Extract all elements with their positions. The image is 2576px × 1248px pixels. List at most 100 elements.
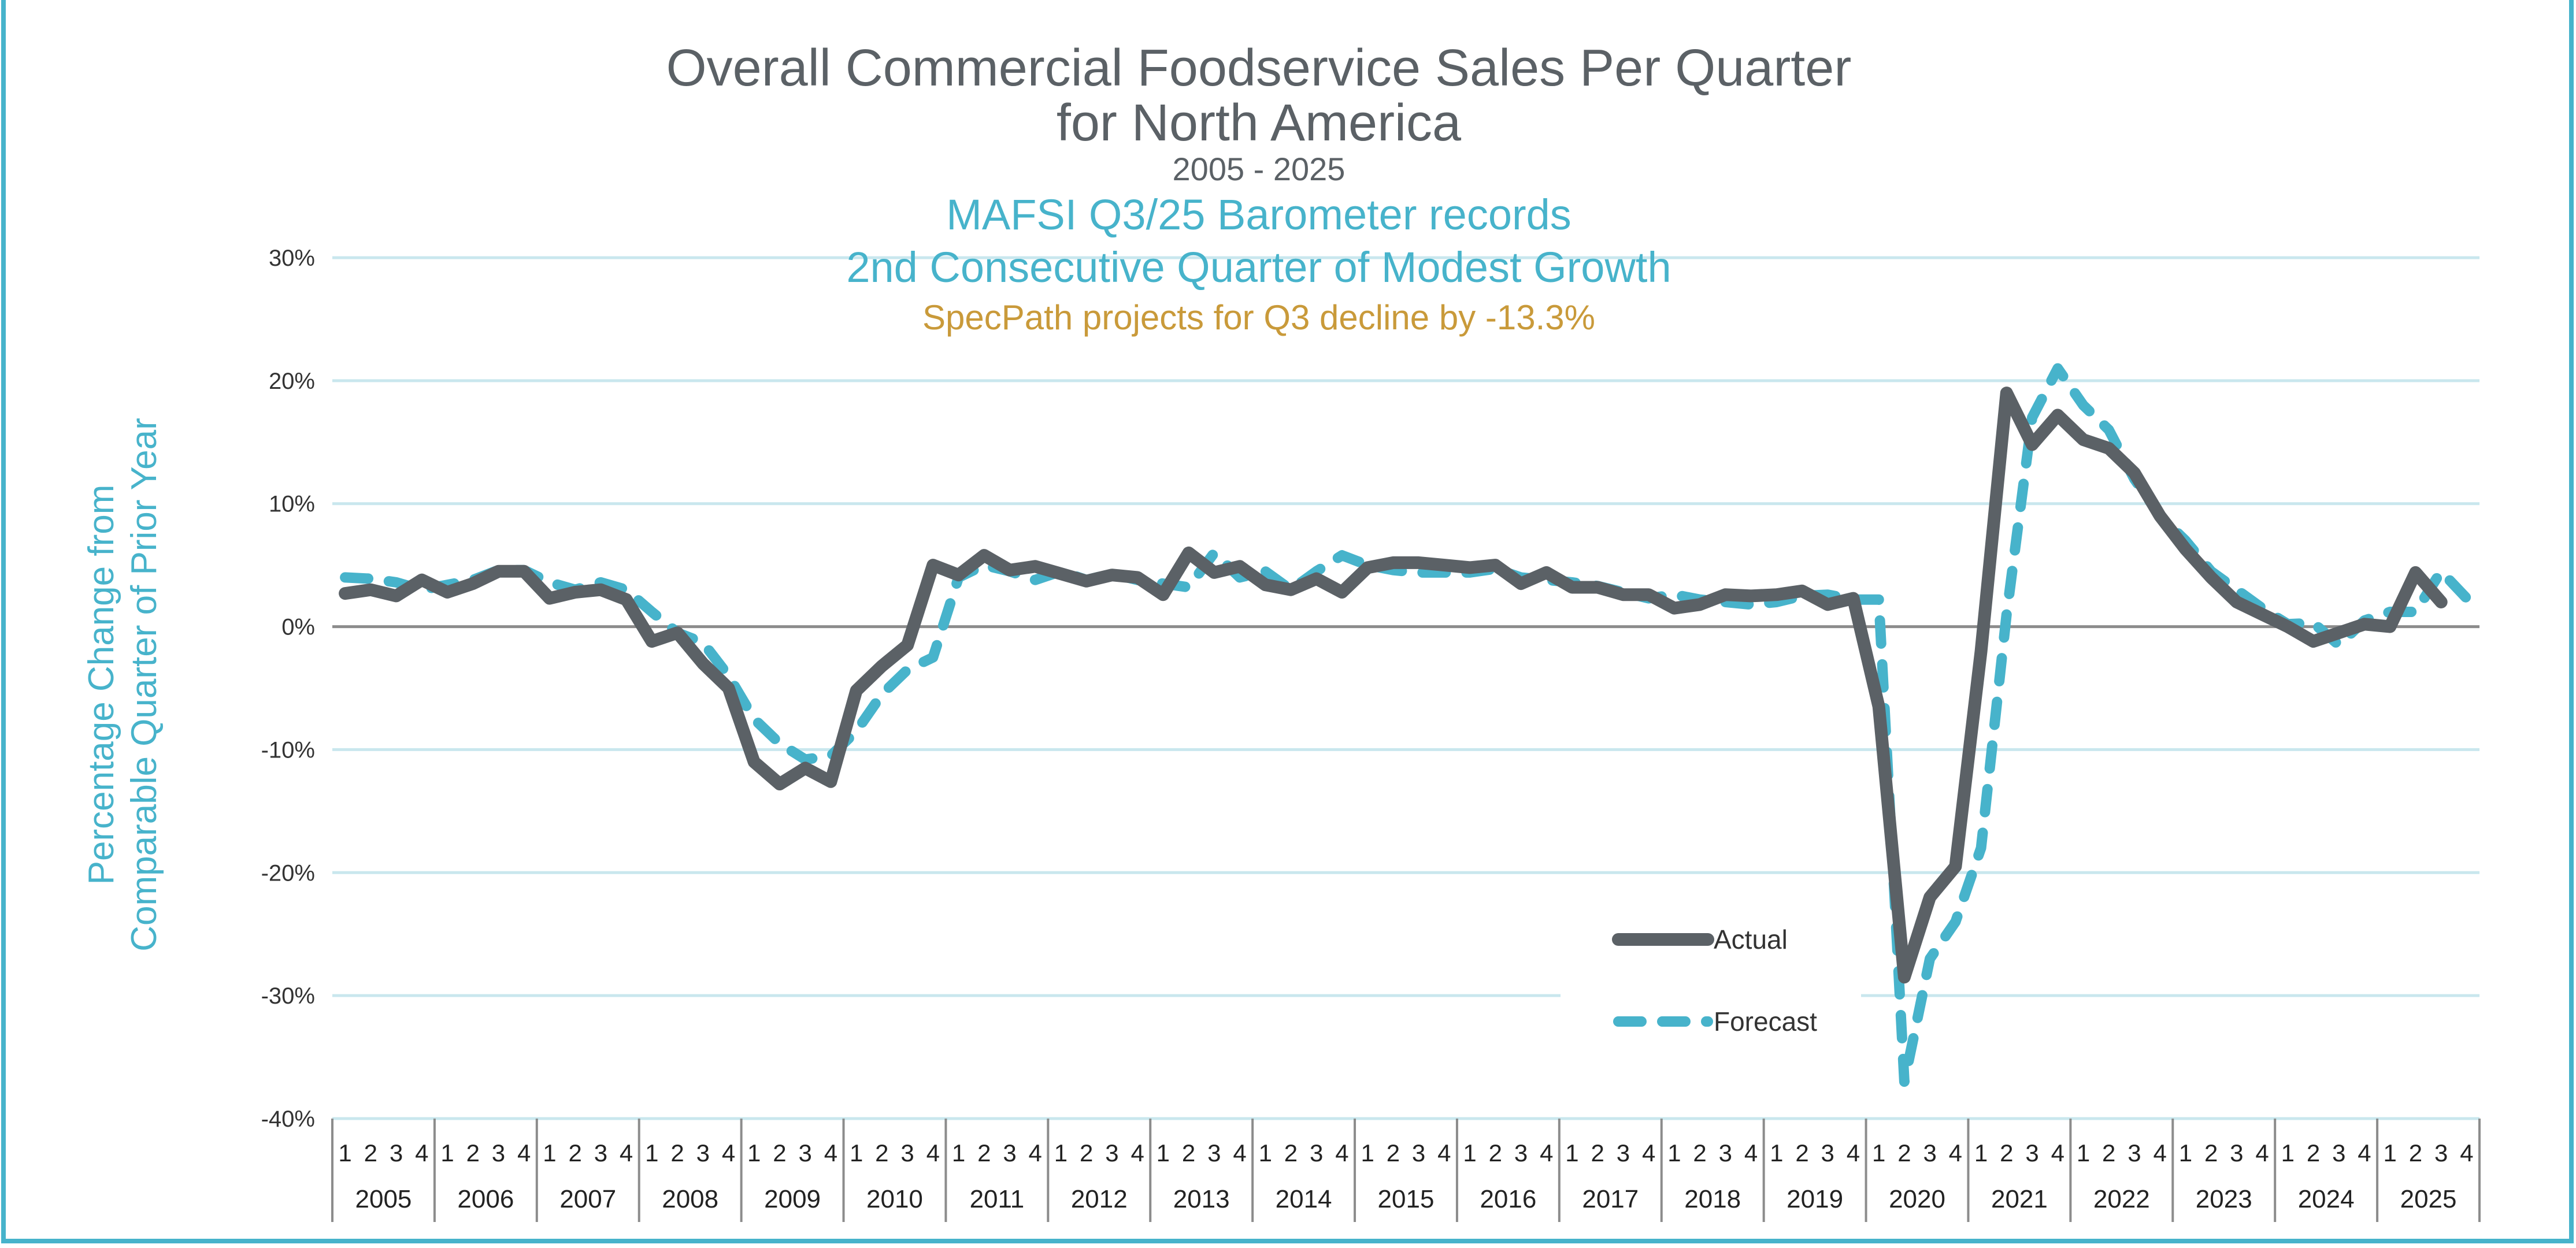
quarter-tick-label: 3 bbox=[594, 1139, 607, 1167]
quarter-tick-label: 2 bbox=[1795, 1139, 1808, 1167]
year-tick-label: 2016 bbox=[1480, 1185, 1536, 1213]
quarter-tick-label: 1 bbox=[1770, 1139, 1783, 1167]
legend-background bbox=[1561, 901, 1861, 1052]
quarter-tick-label: 4 bbox=[1642, 1139, 1655, 1167]
quarter-tick-label: 3 bbox=[2025, 1139, 2038, 1167]
year-tick-label: 2012 bbox=[1071, 1185, 1128, 1213]
legend-label-forecast: Forecast bbox=[1714, 1006, 1817, 1037]
quarter-tick-label: 1 bbox=[952, 1139, 965, 1167]
quarter-tick-label: 4 bbox=[1847, 1139, 1860, 1167]
quarter-tick-label: 2 bbox=[2307, 1139, 2320, 1167]
legend: Actual Forecast bbox=[1561, 901, 1861, 1052]
quarter-tick-label: 3 bbox=[1923, 1139, 1936, 1167]
quarter-tick-label: 1 bbox=[2281, 1139, 2295, 1167]
quarter-tick-label: 2 bbox=[1897, 1139, 1911, 1167]
year-tick-label: 2005 bbox=[355, 1185, 412, 1213]
quarter-tick-label: 4 bbox=[1029, 1139, 1042, 1167]
quarter-tick-label: 1 bbox=[338, 1139, 351, 1167]
quarter-tick-label: 2 bbox=[2000, 1139, 2013, 1167]
quarter-tick-label: 3 bbox=[1719, 1139, 1732, 1167]
y-tick-label: -10% bbox=[261, 737, 315, 763]
quarter-tick-label: 2 bbox=[2409, 1139, 2422, 1167]
quarter-tick-label: 2 bbox=[1693, 1139, 1706, 1167]
quarter-tick-label: 2 bbox=[1080, 1139, 1093, 1167]
quarter-tick-label: 4 bbox=[1437, 1139, 1451, 1167]
quarter-tick-label: 3 bbox=[2434, 1139, 2448, 1167]
quarter-tick-label: 1 bbox=[850, 1139, 863, 1167]
year-tick-label: 2006 bbox=[457, 1185, 514, 1213]
quarter-tick-label: 2 bbox=[773, 1139, 786, 1167]
quarter-tick-label: 4 bbox=[517, 1139, 531, 1167]
quarter-tick-label: 3 bbox=[2230, 1139, 2243, 1167]
quarter-tick-label: 3 bbox=[1412, 1139, 1425, 1167]
year-tick-label: 2017 bbox=[1582, 1185, 1639, 1213]
quarter-tick-label: 2 bbox=[2204, 1139, 2218, 1167]
year-tick-label: 2018 bbox=[1684, 1185, 1741, 1213]
quarter-tick-label: 4 bbox=[1131, 1139, 1144, 1167]
year-tick-label: 2014 bbox=[1276, 1185, 1332, 1213]
quarter-tick-label: 3 bbox=[390, 1139, 403, 1167]
quarter-tick-label: 2 bbox=[2102, 1139, 2115, 1167]
chart-title: Overall Commercial Foodservice Sales Per… bbox=[666, 39, 1852, 97]
quarter-tick-label: 1 bbox=[440, 1139, 454, 1167]
quarter-tick-label: 1 bbox=[2384, 1139, 2397, 1167]
quarter-tick-label: 4 bbox=[926, 1139, 940, 1167]
year-tick-label: 2023 bbox=[2196, 1185, 2252, 1213]
quarter-tick-label: 4 bbox=[2460, 1139, 2473, 1167]
headline-1: MAFSI Q3/25 Barometer records bbox=[946, 191, 1571, 239]
quarter-tick-label: 2 bbox=[670, 1139, 684, 1167]
chart-title-line2: for North America bbox=[1057, 94, 1462, 152]
year-tick-label: 2019 bbox=[1786, 1185, 1843, 1213]
quarter-tick-label: 2 bbox=[568, 1139, 581, 1167]
year-tick-label: 2010 bbox=[866, 1185, 923, 1213]
y-tick-label: -20% bbox=[261, 860, 315, 886]
gridlines bbox=[332, 256, 2479, 1120]
series-line-actual bbox=[339, 387, 2448, 984]
quarter-tick-label: 3 bbox=[1514, 1139, 1528, 1167]
quarter-tick-label: 1 bbox=[2179, 1139, 2192, 1167]
y-axis-ticks: 30% 20% 10% 0% -10% -20% -30% -40% bbox=[261, 246, 315, 1132]
year-tick-label: 2013 bbox=[1173, 1185, 1230, 1213]
quarter-tick-label: 2 bbox=[1387, 1139, 1400, 1167]
year-tick-label: 2025 bbox=[2400, 1185, 2457, 1213]
quarter-tick-label: 1 bbox=[2077, 1139, 2090, 1167]
quarter-tick-label: 4 bbox=[2153, 1139, 2166, 1167]
quarter-tick-label: 1 bbox=[645, 1139, 658, 1167]
y-tick-label: -40% bbox=[261, 1106, 315, 1132]
quarter-tick-label: 4 bbox=[1335, 1139, 1348, 1167]
series-lines bbox=[339, 363, 2472, 1087]
year-tick-label: 2022 bbox=[2093, 1185, 2150, 1213]
forecast-note: SpecPath projects for Q3 decline by -13.… bbox=[922, 298, 1595, 337]
y-tick-label: 20% bbox=[269, 369, 315, 394]
y-axis-label-line2: Comparable Quarter of Prior Year bbox=[124, 418, 164, 952]
chart-subtitle: 2005 - 2025 bbox=[1173, 151, 1346, 187]
y-tick-label: 10% bbox=[269, 492, 315, 517]
quarter-tick-label: 1 bbox=[543, 1139, 556, 1167]
quarter-tick-label: 1 bbox=[1361, 1139, 1374, 1167]
quarter-tick-label: 1 bbox=[1157, 1139, 1170, 1167]
headline-2: 2nd Consecutive Quarter of Modest Growth bbox=[846, 243, 1671, 291]
year-tick-label: 2020 bbox=[1889, 1185, 1945, 1213]
quarter-tick-label: 2 bbox=[977, 1139, 991, 1167]
year-tick-label: 2015 bbox=[1378, 1185, 1435, 1213]
quarter-tick-label: 1 bbox=[747, 1139, 761, 1167]
quarter-tick-label: 2 bbox=[1284, 1139, 1298, 1167]
quarter-tick-label: 3 bbox=[2127, 1139, 2141, 1167]
quarter-tick-label: 3 bbox=[1310, 1139, 1323, 1167]
year-tick-label: 2009 bbox=[764, 1185, 821, 1213]
quarter-tick-label: 2 bbox=[1489, 1139, 1502, 1167]
quarter-tick-label: 3 bbox=[696, 1139, 710, 1167]
quarter-tick-label: 3 bbox=[1617, 1139, 1630, 1167]
quarter-tick-label: 3 bbox=[799, 1139, 812, 1167]
quarter-tick-label: 4 bbox=[2255, 1139, 2269, 1167]
quarter-tick-label: 4 bbox=[2358, 1139, 2371, 1167]
year-tick-label: 2024 bbox=[2298, 1185, 2355, 1213]
quarter-tick-label: 1 bbox=[1054, 1139, 1068, 1167]
quarter-tick-label: 1 bbox=[1565, 1139, 1578, 1167]
y-tick-label: 0% bbox=[281, 615, 315, 640]
quarter-tick-label: 2 bbox=[466, 1139, 480, 1167]
quarter-tick-label: 2 bbox=[875, 1139, 888, 1167]
